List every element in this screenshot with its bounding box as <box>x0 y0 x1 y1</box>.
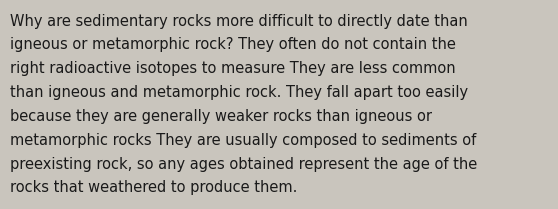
Text: metamorphic rocks They are usually composed to sediments of: metamorphic rocks They are usually compo… <box>10 133 477 148</box>
Text: rocks that weathered to produce them.: rocks that weathered to produce them. <box>10 180 297 195</box>
Text: igneous or metamorphic rock? They often do not contain the: igneous or metamorphic rock? They often … <box>10 37 456 52</box>
Text: than igneous and metamorphic rock. They fall apart too easily: than igneous and metamorphic rock. They … <box>10 85 468 100</box>
Text: Why are sedimentary rocks more difficult to directly date than: Why are sedimentary rocks more difficult… <box>10 14 468 29</box>
Text: right radioactive isotopes to measure They are less common: right radioactive isotopes to measure Th… <box>10 61 456 76</box>
Text: because they are generally weaker rocks than igneous or: because they are generally weaker rocks … <box>10 109 432 124</box>
Text: preexisting rock, so any ages obtained represent the age of the: preexisting rock, so any ages obtained r… <box>10 157 477 172</box>
